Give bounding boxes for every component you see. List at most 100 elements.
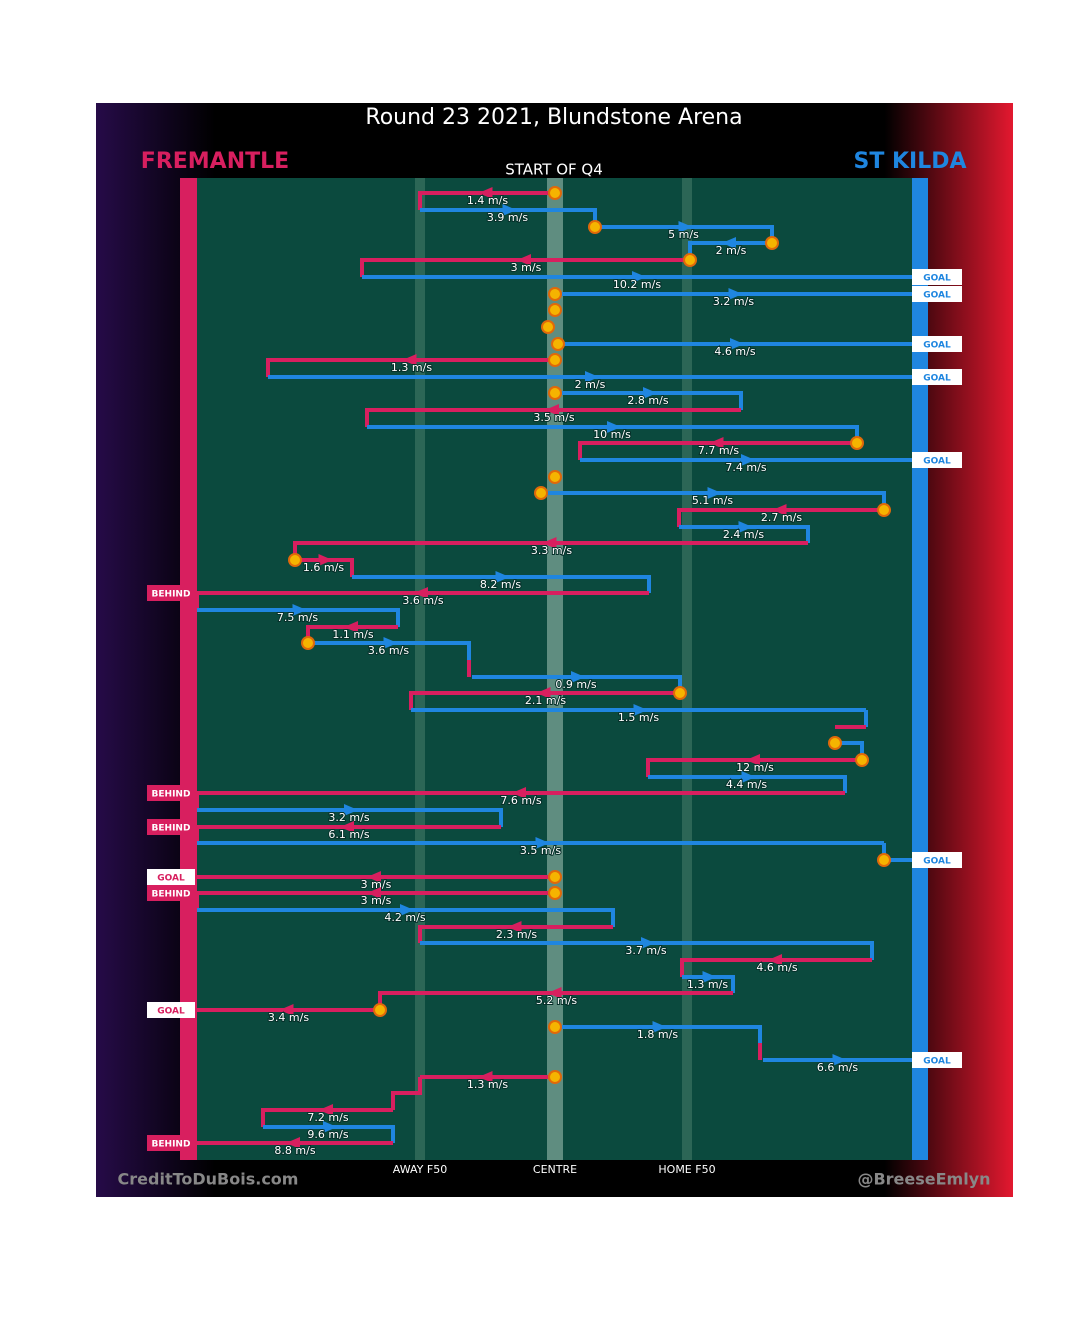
chain-link (197, 808, 503, 827)
result-box (912, 369, 962, 385)
zone-label: CENTRE (533, 1163, 577, 1176)
direction-arrow (535, 837, 550, 849)
stoppage-dot (828, 736, 842, 750)
result-label: GOAL (923, 274, 951, 284)
direction-arrow (702, 971, 717, 983)
speed-label: 8.2 m/s (480, 578, 521, 591)
direction-arrow (741, 771, 756, 783)
chain-link (360, 258, 690, 277)
result-label: GOAL (923, 457, 951, 467)
speed-label: 5.1 m/s (692, 494, 733, 507)
chain-link (578, 441, 857, 460)
direction-arrow (536, 687, 551, 699)
stoppage-dot (673, 686, 687, 700)
direction-arrow (746, 754, 760, 766)
direction-arrow (542, 537, 557, 549)
home-f50-line (682, 178, 692, 1160)
chain-link (197, 608, 400, 627)
speed-label: 1.4 m/s (467, 194, 508, 207)
result-label: BEHIND (152, 1140, 191, 1150)
chain-link (195, 825, 501, 843)
chain-link (195, 591, 649, 610)
stkilda-bar (912, 178, 928, 1160)
chain-link (646, 758, 862, 777)
chain-link (420, 941, 874, 960)
stoppage-dot (548, 186, 562, 200)
result-box (147, 819, 195, 835)
stoppage-dot (548, 470, 562, 484)
direction-arrow (707, 487, 722, 499)
result-label: BEHIND (152, 890, 191, 900)
chain-link (197, 908, 615, 927)
direction-arrow (344, 804, 358, 816)
result-box (912, 852, 962, 868)
chain-link (648, 775, 847, 793)
direction-arrow (728, 288, 743, 300)
credit: @BreeseEmlyn (857, 1170, 990, 1189)
result-box (147, 585, 195, 601)
stoppage-dot (588, 220, 602, 234)
stoppage-dot (548, 287, 562, 301)
direction-arrow (495, 571, 510, 583)
speed-label: 7.2 m/s (307, 1111, 348, 1124)
speed-label: 2.1 m/s (525, 694, 566, 707)
direction-arrow (738, 521, 753, 533)
direction-arrow (367, 887, 381, 899)
stoppage-dot (548, 386, 562, 400)
direction-arrow (832, 1054, 847, 1066)
direction-arrow (478, 187, 493, 199)
chain-link (680, 958, 872, 977)
speed-label: 5.2 m/s (536, 994, 577, 1007)
result-label: BEHIND (152, 790, 191, 800)
direction-arrow (323, 1121, 337, 1133)
direction-arrow (641, 937, 655, 949)
chain-link (195, 891, 555, 910)
stoppage-dot (855, 753, 869, 767)
result-label: GOAL (923, 291, 951, 301)
chain-link (682, 975, 735, 993)
speed-label: 8.8 m/s (274, 1144, 315, 1157)
stoppage-dot (548, 1020, 562, 1034)
speed-label: 1.6 m/s (303, 561, 344, 574)
chain-link (677, 508, 884, 527)
speed-label: 3.5 m/s (520, 844, 561, 857)
speed-label: 1.5 m/s (618, 711, 659, 724)
direction-arrow (402, 354, 417, 366)
direction-arrow (319, 1104, 333, 1116)
direction-arrow (722, 237, 736, 249)
speed-label: 2.4 m/s (723, 528, 764, 541)
speed-label: 4.6 m/s (756, 961, 797, 974)
stoppage-dot (548, 886, 562, 900)
result-label: GOAL (923, 857, 951, 867)
zone-label: AWAY F50 (393, 1163, 447, 1176)
chain-link (263, 1125, 395, 1143)
speed-label: 4.6 m/s (714, 345, 755, 358)
direction-arrow (318, 554, 333, 566)
stoppage-dot (301, 636, 315, 650)
fremantle-bar (180, 178, 197, 1160)
direction-arrow (772, 504, 787, 516)
stoppage-dot (548, 303, 562, 317)
stoppage-dot (877, 853, 891, 867)
chain-link (365, 408, 741, 427)
speed-label: 2 m/s (716, 244, 747, 257)
chain-link (261, 1108, 393, 1127)
direction-arrow (286, 1137, 300, 1149)
direction-arrow (571, 671, 585, 683)
title: Round 23 2021, Blundstone Arena (365, 105, 742, 130)
speed-label: 3 m/s (511, 261, 542, 274)
direction-arrow (678, 221, 693, 233)
speed-label: 6.1 m/s (328, 828, 369, 841)
zone-label: HOME F50 (658, 1163, 715, 1176)
direction-arrow (730, 338, 744, 350)
speed-label: 2.8 m/s (627, 394, 668, 407)
stoppage-dot (551, 337, 565, 351)
speed-label: 4.4 m/s (726, 778, 767, 791)
result-label: GOAL (157, 874, 185, 884)
stoppage-dot (548, 1070, 562, 1084)
speed-label: 3.5 m/s (533, 411, 574, 424)
direction-arrow (632, 271, 646, 283)
speed-label: 3 m/s (361, 894, 392, 907)
direction-arrow (512, 787, 526, 799)
